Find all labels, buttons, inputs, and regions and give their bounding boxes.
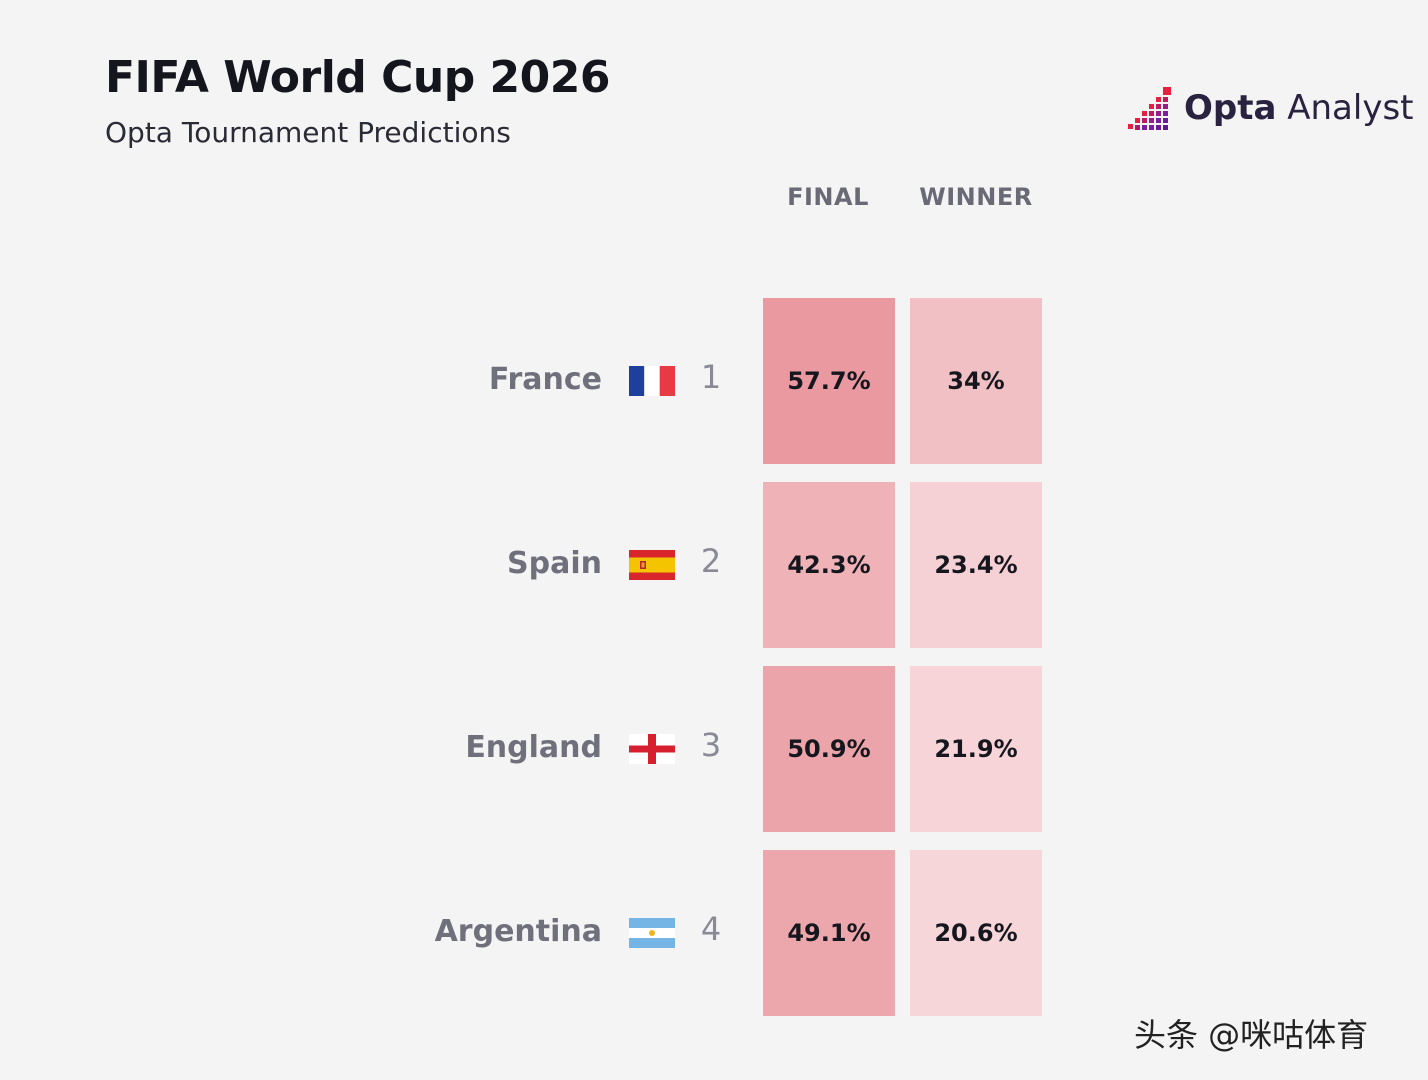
heatmap-cell-winner: 21.9%	[910, 666, 1042, 832]
france-flag-icon	[629, 366, 675, 396]
table-row: France 1 57.7% 34%	[0, 298, 1428, 464]
team-name: England	[465, 730, 602, 765]
team-rank: 3	[700, 726, 722, 764]
heatmap-cell-winner: 23.4%	[910, 482, 1042, 648]
heatmap-cell-final: 57.7%	[763, 298, 895, 464]
england-flag-icon	[629, 734, 675, 764]
team-rank: 1	[700, 358, 722, 396]
team-rank: 4	[700, 910, 722, 948]
heatmap-cell-winner: 34%	[910, 298, 1042, 464]
heatmap-cell-final: 50.9%	[763, 666, 895, 832]
chart-subtitle: Opta Tournament Predictions	[105, 116, 511, 149]
team-name: Spain	[507, 546, 602, 581]
logo-wordmark: Opta Analyst	[1184, 88, 1414, 128]
heatmap-cell-final: 49.1%	[763, 850, 895, 1016]
table-row: Argentina 4 49.1% 20.6%	[0, 850, 1428, 1016]
heatmap-cell-winner: 20.6%	[910, 850, 1042, 1016]
column-header-winner: WINNER	[919, 183, 1033, 211]
column-header-final: FINAL	[787, 183, 869, 211]
team-name: France	[488, 362, 602, 397]
heatmap-cell-final: 42.3%	[763, 482, 895, 648]
opta-bars-icon	[1128, 87, 1171, 130]
argentina-flag-icon	[629, 918, 675, 948]
watermark: 头条 @咪咕体育	[1134, 1016, 1369, 1054]
table-row: England 3 50.9% 21.9%	[0, 666, 1428, 832]
table-row: Spain 2 42.3% 23.4%	[0, 482, 1428, 648]
spain-flag-icon	[629, 550, 675, 580]
team-name: Argentina	[434, 914, 602, 949]
team-rank: 2	[700, 542, 722, 580]
chart-title: FIFA World Cup 2026	[105, 52, 611, 103]
